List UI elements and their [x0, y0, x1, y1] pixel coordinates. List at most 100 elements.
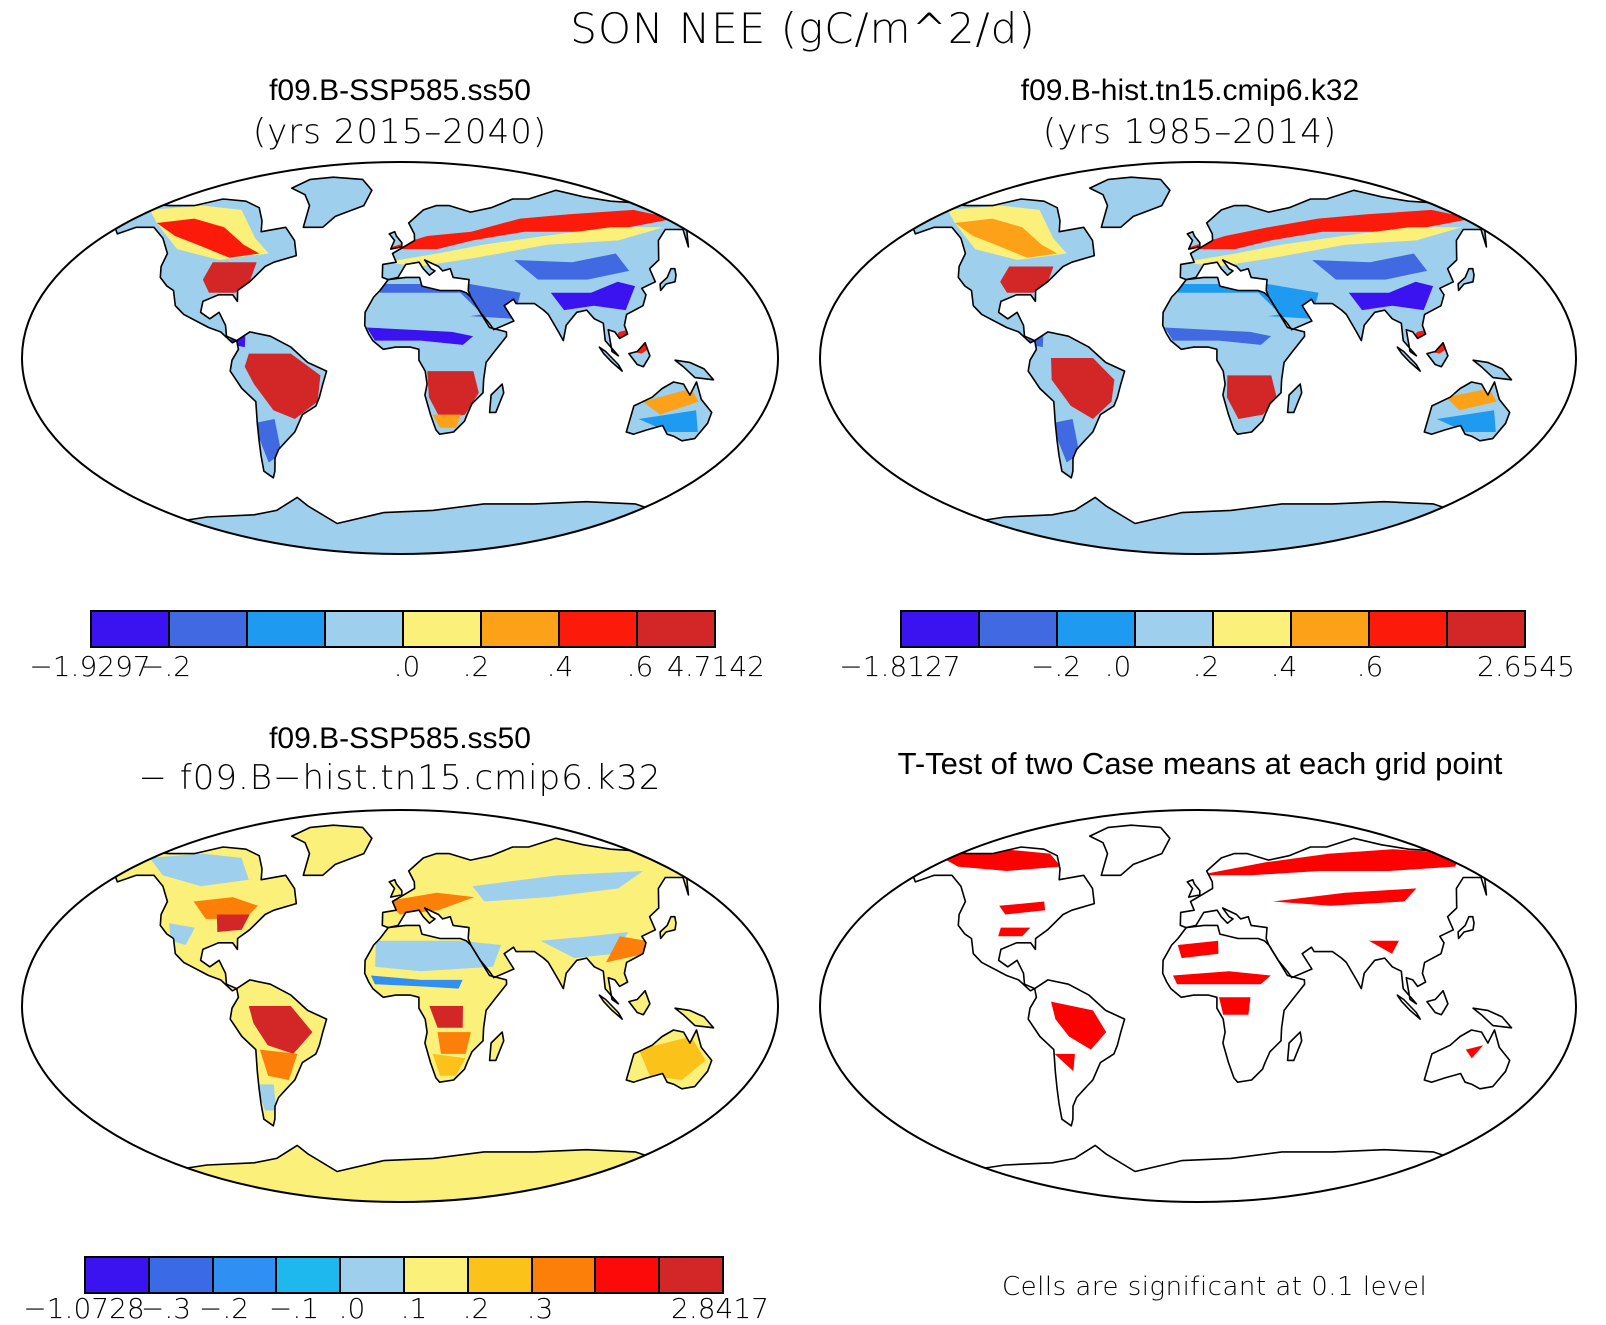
land-uk — [1187, 879, 1200, 898]
land-newGuinea — [675, 1008, 714, 1028]
coastline-australia — [1423, 381, 1511, 442]
ocean — [820, 162, 1576, 554]
coastline-africa — [363, 924, 508, 1083]
coastline-newGuinea — [1472, 1007, 1513, 1029]
data-region — [216, 914, 250, 932]
land-madagascar — [1287, 1032, 1302, 1061]
data-region — [1182, 227, 1462, 267]
coastline-southAmerica — [229, 331, 328, 479]
data-region — [638, 410, 698, 432]
colorbar-swatch — [482, 612, 560, 646]
coastline-uk — [388, 878, 403, 898]
coastline-southAmerica — [1027, 331, 1126, 479]
land-madagascar — [489, 1032, 504, 1061]
ocean — [820, 810, 1576, 1202]
coastline-southAmerica — [1027, 979, 1126, 1127]
data-region — [248, 1006, 313, 1054]
colorbar-tick-label: .2 — [462, 650, 490, 683]
coastline-sumatra — [1396, 346, 1421, 372]
coastline-africa — [1161, 276, 1306, 435]
land-sumatra — [1397, 347, 1421, 372]
data-region — [606, 936, 646, 963]
data-region — [432, 414, 461, 428]
coastline-greenland — [291, 824, 373, 877]
land-uk — [1187, 231, 1200, 250]
map-border — [21, 809, 779, 1203]
coastline-borneo — [1426, 990, 1449, 1016]
colorbar-tick-label: 4.7142 — [667, 650, 765, 683]
coastline-northAmerica — [112, 846, 298, 992]
data-region — [1173, 971, 1271, 985]
data-region — [375, 292, 483, 324]
land-borneo — [628, 990, 650, 1015]
data-region — [1348, 281, 1434, 311]
coastline-southAmerica — [229, 979, 328, 1127]
land-madagascar — [1287, 384, 1302, 413]
panel-a-case-title: f09.B-SSP585.ss50 — [269, 74, 531, 107]
panel-d-title: T-Test of two Case means at each grid po… — [897, 746, 1503, 781]
land-australia — [1424, 1030, 1510, 1089]
colorbar-swatch — [1136, 612, 1214, 646]
coastline-japan — [1457, 915, 1475, 940]
coastline-africa — [363, 276, 508, 435]
data-region — [1177, 940, 1219, 959]
colorbar-tick-label: .0 — [1104, 650, 1132, 683]
colorbar-swatch — [660, 1258, 722, 1292]
land-japan — [1458, 916, 1474, 939]
colorbar-swatch — [560, 612, 638, 646]
colorbar-swatch — [341, 1258, 405, 1292]
map-content — [22, 162, 778, 554]
land-northAmerica — [911, 847, 1095, 991]
data-region — [1226, 375, 1277, 419]
coastline-madagascar — [1286, 1031, 1303, 1062]
coastline-newGuinea — [1472, 359, 1513, 381]
land-japan — [660, 268, 676, 291]
figure-title: SON NEE (gC/m^2/d) — [570, 4, 1036, 53]
panel-a-map — [21, 161, 779, 555]
colorbar-swatch — [170, 612, 248, 646]
colorbar-tick-label: −1.8127 — [839, 650, 961, 683]
data-region — [1273, 888, 1417, 906]
data-region — [1051, 419, 1080, 463]
panel-a-years: (yrs 2015–2040) — [252, 112, 548, 152]
coastline-madagascar — [488, 1031, 505, 1062]
coastline-sumatra — [598, 994, 623, 1020]
data-region — [999, 901, 1046, 915]
colorbar-swatch — [326, 612, 404, 646]
colorbar-swatch — [86, 1258, 150, 1292]
coastline-madagascar — [488, 383, 505, 414]
ocean — [22, 810, 778, 1202]
data-region — [385, 892, 475, 915]
panel-a-colorbar — [90, 610, 716, 648]
coastline-borneo — [1426, 342, 1449, 368]
coastline-japan — [659, 915, 677, 940]
data-region — [1219, 997, 1251, 1015]
panel-d-significance-note: Cells are significant at 0.1 level — [1002, 1272, 1428, 1302]
coastline-uk — [388, 230, 403, 250]
coastline-eurasia — [1179, 189, 1506, 357]
colorbar-tick-label: .6 — [1356, 650, 1384, 683]
colorbar-swatch — [1370, 612, 1448, 646]
coastline-australia — [625, 1029, 713, 1090]
colorbar-swatch — [902, 612, 980, 646]
colorbar-tick-label: −.3 — [140, 1292, 192, 1325]
coastline-eurasia — [381, 189, 708, 357]
colorbar-swatch — [532, 1258, 597, 1292]
coastline-greenland — [1089, 824, 1171, 877]
data-region — [1465, 1045, 1484, 1059]
data-region — [193, 897, 258, 919]
panel-b-years: (yrs 1985–2014) — [1042, 112, 1338, 152]
land-uk — [389, 231, 402, 250]
data-region — [156, 218, 260, 258]
data-region — [514, 253, 630, 280]
colorbar-swatch — [213, 1258, 278, 1292]
coastline-borneo — [628, 990, 651, 1016]
colorbar-swatch — [1448, 612, 1524, 646]
colorbar-tick-label: .6 — [626, 650, 654, 683]
coastline-sumatra — [1396, 994, 1421, 1020]
data-region — [259, 1049, 298, 1080]
colorbar-swatch — [980, 612, 1058, 646]
colorbar-swatch — [92, 612, 170, 646]
colorbar-swatch — [638, 612, 714, 646]
colorbar-swatch — [1214, 612, 1292, 646]
